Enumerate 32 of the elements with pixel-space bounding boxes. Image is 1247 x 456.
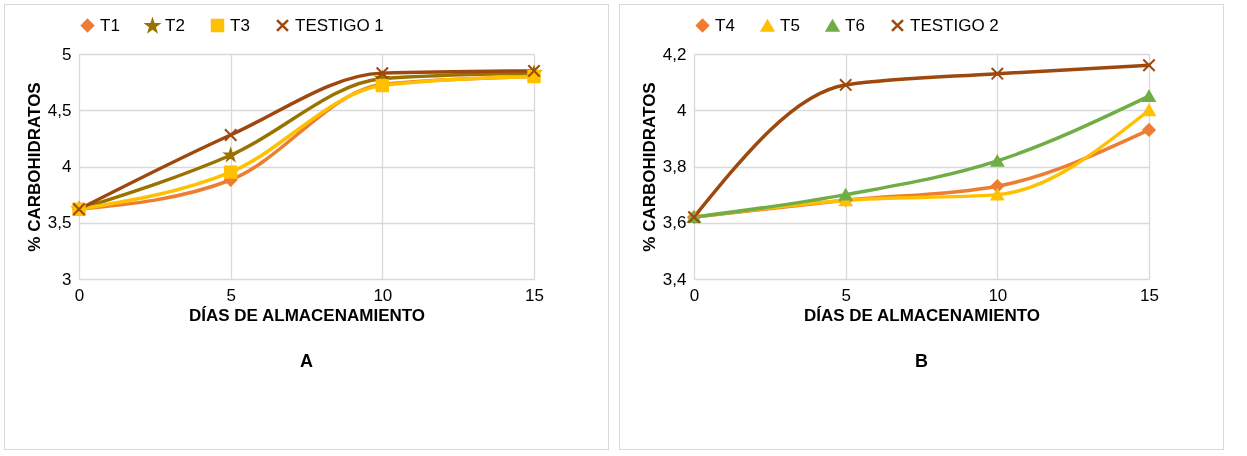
y-tick-label: 3,4 [662, 269, 687, 289]
legend-label: T1 [100, 15, 120, 35]
y-tick-label: 3,6 [662, 213, 687, 233]
legend-label: T5 [780, 15, 800, 35]
legend-label: T4 [715, 15, 735, 35]
y-tick-label: 5 [62, 44, 72, 64]
y-tick-label: 4,2 [662, 44, 687, 64]
y-tick-label: 3 [62, 269, 72, 289]
legend-label: TESTIGO 2 [910, 15, 999, 35]
legend-label: T2 [165, 16, 185, 36]
y-axis-title: % CARBOHIDRATOS [639, 82, 659, 252]
x-tick-label: 10 [988, 285, 1008, 305]
text: A [300, 351, 313, 371]
x-tick-label: 0 [689, 285, 700, 305]
y-tick-label: 4 [677, 100, 687, 120]
x-axis-title: DÍAS DE ALMACENAMIENTO [803, 305, 1041, 325]
x-tick-label: 15 [525, 285, 544, 305]
y-tick-label: 3,8 [662, 157, 687, 176]
y-axis-title: % CARBOHIDRATOS [24, 82, 44, 252]
x-tick-label: 5 [226, 285, 236, 305]
x-tick-label: 15 [1140, 285, 1159, 305]
y-tick-label: 4,5 [47, 100, 72, 120]
y-tick-label: 4 [62, 157, 72, 176]
legend-label: T6 [845, 15, 865, 35]
x-tick-label: 5 [841, 285, 851, 305]
text: B [915, 351, 928, 371]
x-tick-label: 0 [74, 285, 85, 305]
legend-label: T3 [230, 15, 250, 35]
y-tick-label: 3,5 [47, 213, 72, 233]
legend-label: TESTIGO 1 [295, 15, 384, 35]
x-axis-title: DÍAS DE ALMACENAMIENTO [188, 305, 426, 325]
x-tick-label: 10 [373, 285, 393, 305]
